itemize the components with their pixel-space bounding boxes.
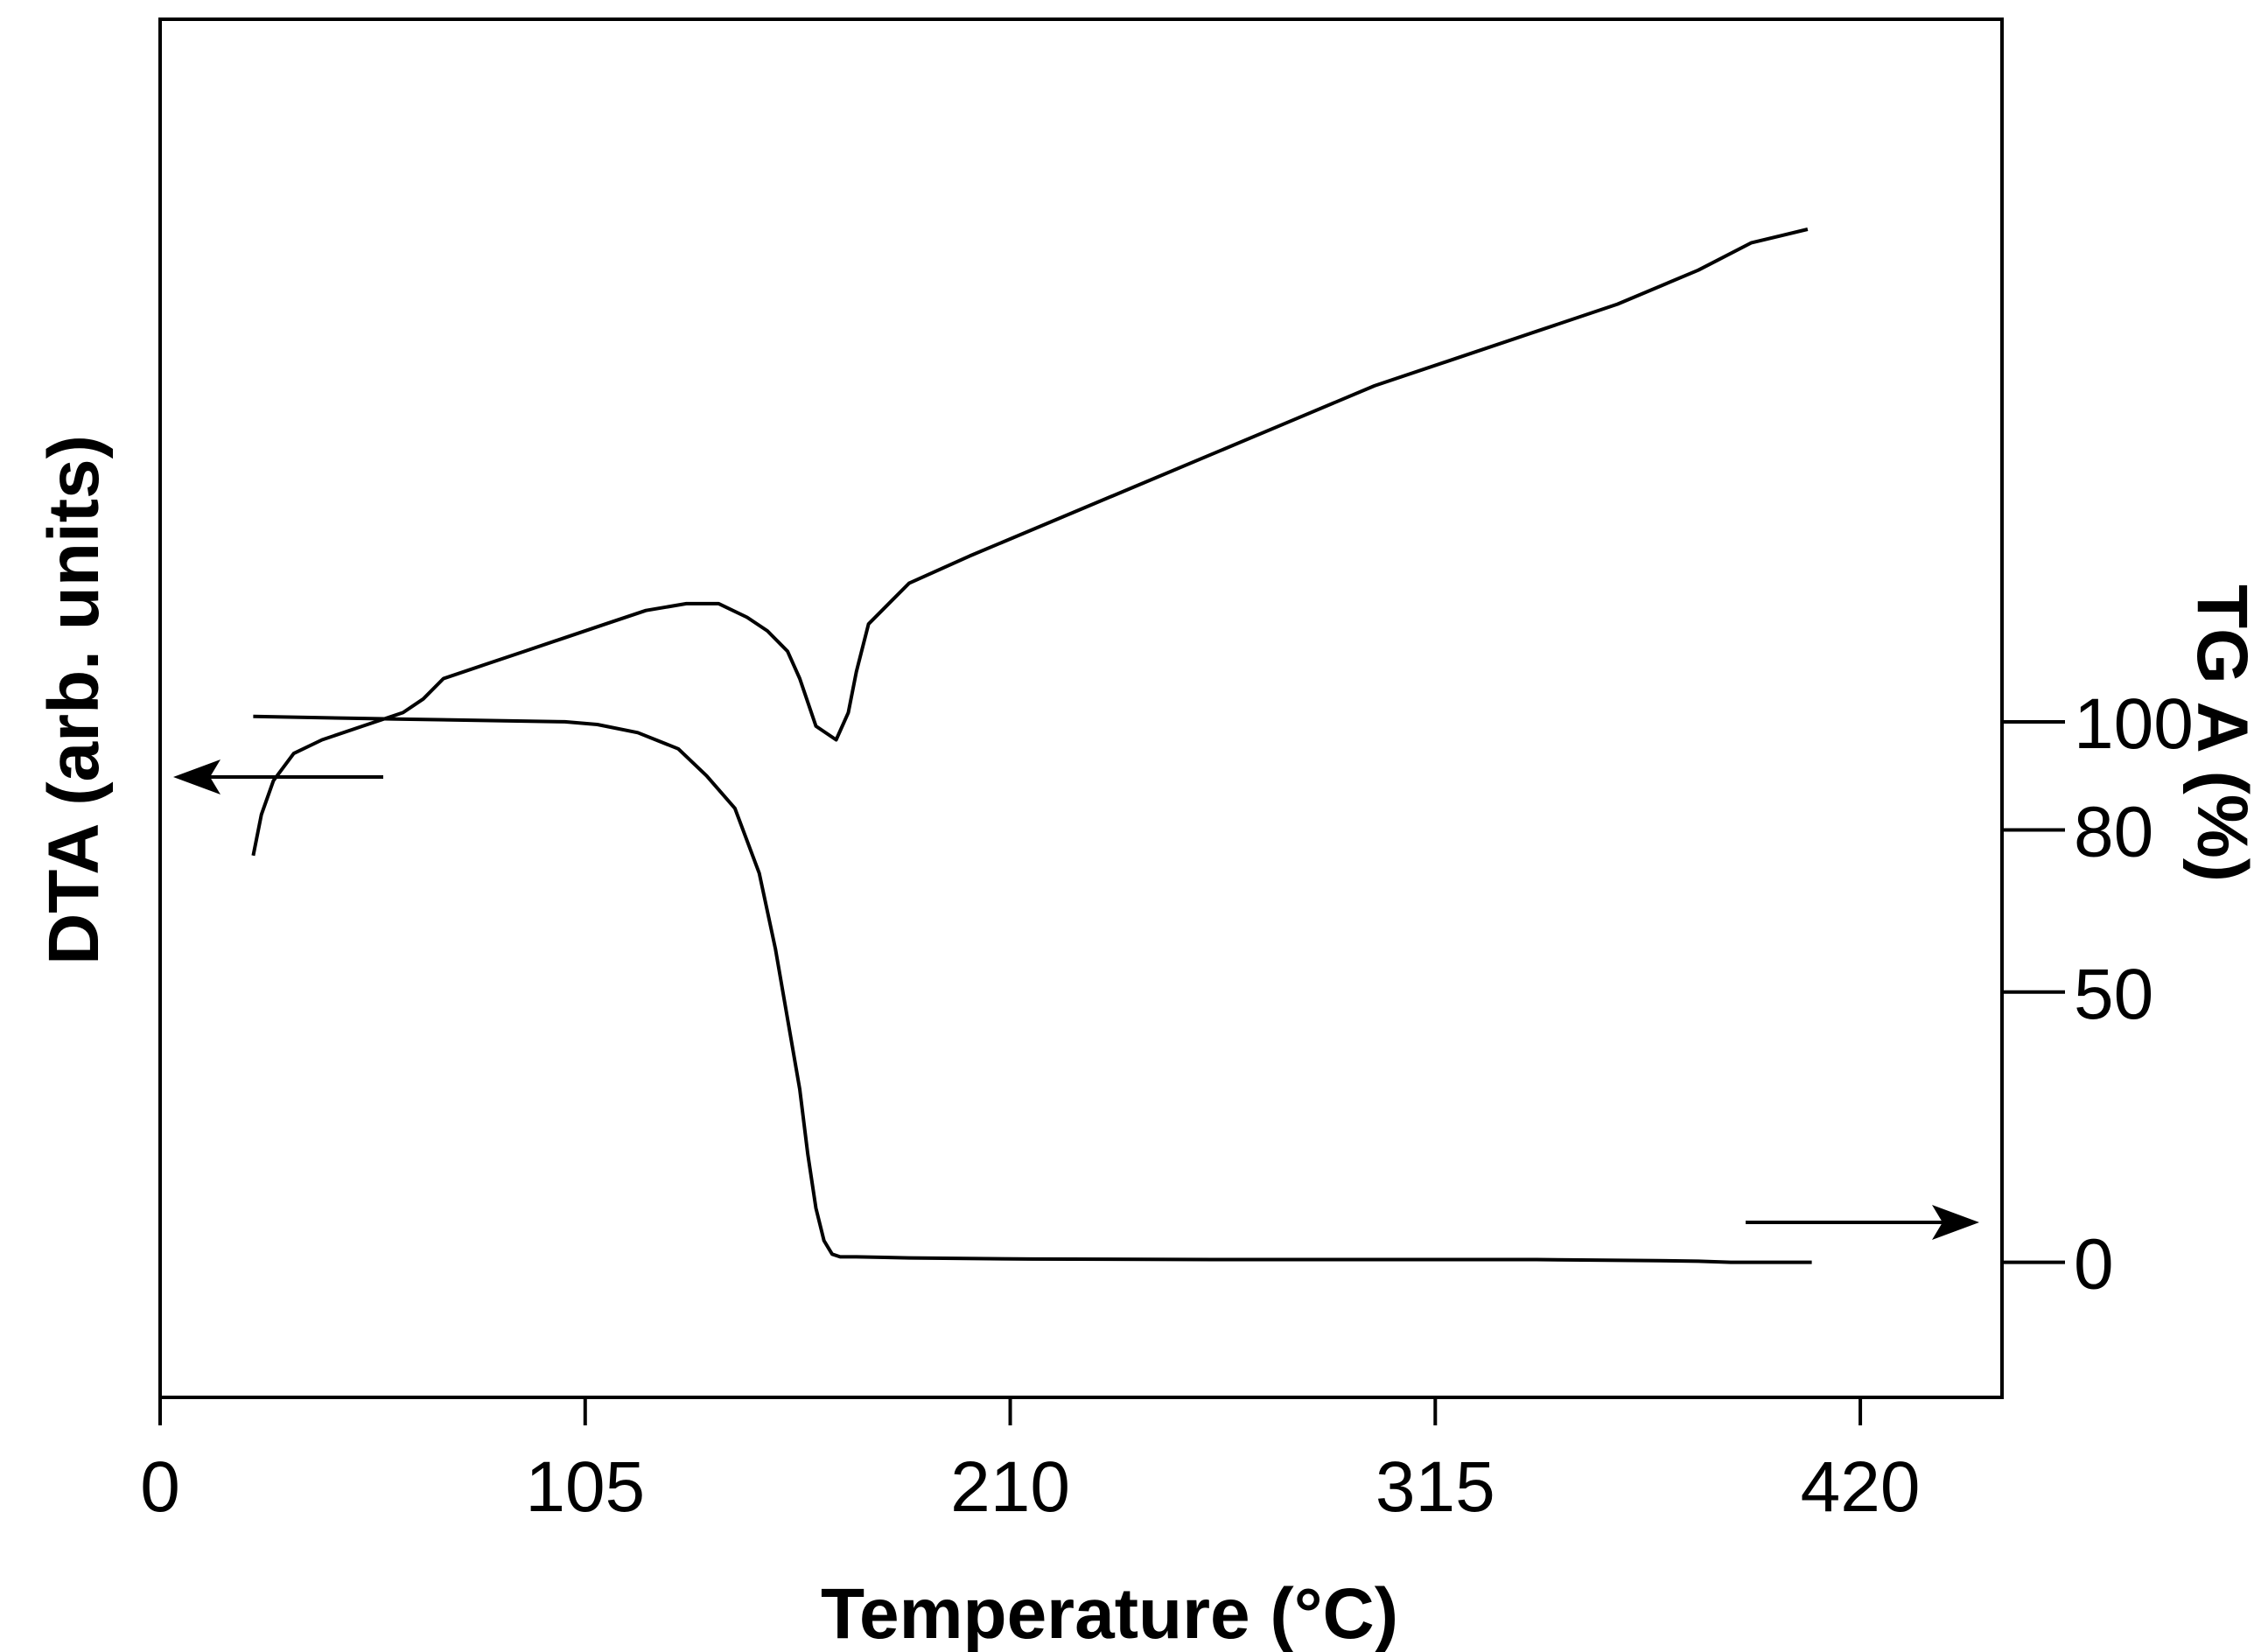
right-axis-ticks: 0 50 80 100 [2002, 684, 2194, 1305]
x-tick-label: 315 [1376, 1447, 1495, 1527]
left-axis-label: DTA (arb. units) [34, 435, 114, 965]
x-tick-label: 420 [1801, 1447, 1921, 1527]
plot-frame [158, 18, 2004, 1399]
right-tick-label: 0 [2074, 1225, 2114, 1305]
right-tick-label: 80 [2074, 792, 2153, 872]
dta-axis-arrow [173, 760, 383, 794]
x-axis-ticks: 0 105 210 315 420 [140, 1397, 1920, 1527]
right-axis-label: TG A (%) [2182, 584, 2262, 882]
tga-curve [253, 714, 1812, 1264]
x-axis-label: Temperature (°C) [821, 1574, 1398, 1652]
tga-axis-arrow [1746, 1205, 1979, 1240]
x-tick-label: 210 [950, 1447, 1070, 1527]
right-tick-label: 100 [2074, 684, 2194, 764]
dta-curve [251, 228, 1809, 857]
x-tick-label: 105 [525, 1447, 645, 1527]
chart-curves [251, 228, 1812, 1264]
right-tick-label: 50 [2074, 955, 2153, 1034]
x-tick-label: 0 [140, 1447, 180, 1527]
